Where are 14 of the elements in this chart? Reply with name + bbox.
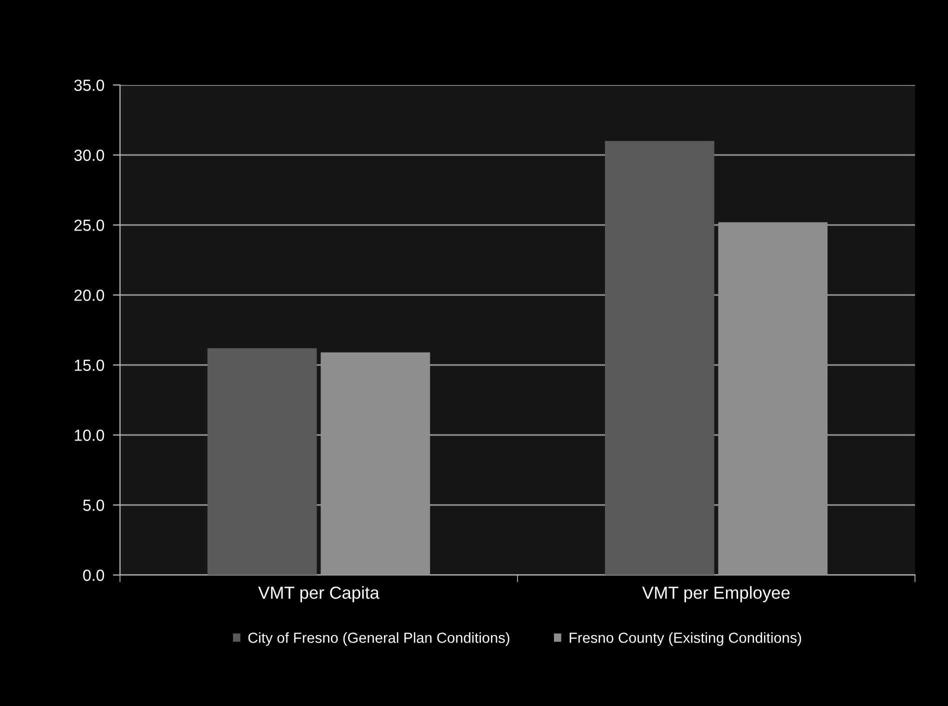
- y-tick-label: 10.0: [74, 430, 104, 441]
- x-tick-label: VMT per Employee: [642, 586, 790, 602]
- legend-label: City of Fresno (General Plan Conditions): [248, 632, 510, 646]
- x-tick-label: VMT per Capita: [258, 586, 380, 602]
- y-tick-label: 15.0: [74, 360, 104, 371]
- bar: [604, 141, 714, 575]
- legend-label: Fresno County (Existing Conditions): [570, 632, 802, 646]
- y-tick-label: 0.0: [83, 570, 104, 581]
- y-tick-label: 35.0: [74, 80, 104, 91]
- y-tick-label: 20.0: [74, 290, 104, 301]
- bar: [207, 348, 317, 575]
- y-tick-label: 5.0: [83, 500, 104, 511]
- y-tick-label: 30.0: [74, 150, 104, 161]
- y-tick-label: 25.0: [74, 220, 104, 231]
